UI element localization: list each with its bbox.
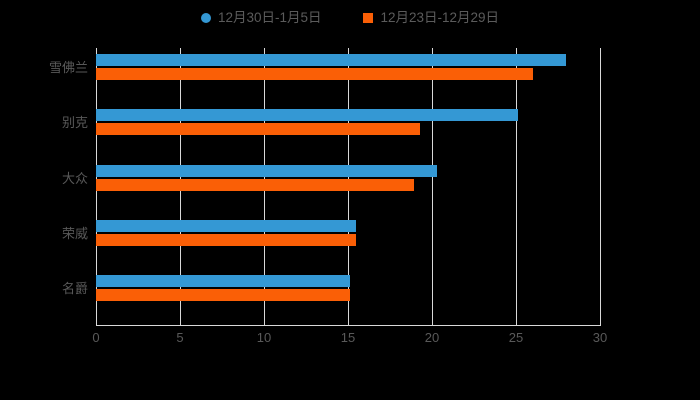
bar-荣威-series-2[interactable]	[96, 233, 357, 246]
bar-大众-series-1[interactable]	[96, 164, 438, 177]
x-axis-tick-10: 10	[256, 330, 272, 345]
x-axis-tick-30: 30	[592, 330, 608, 345]
gridline-x-30	[600, 48, 601, 325]
y-axis-label-荣威: 荣威	[61, 225, 88, 241]
x-axis-tick-15: 15	[340, 330, 356, 345]
legend-label-series-1: 12月30日-1月5日	[217, 10, 322, 26]
x-axis-tick-20: 20	[424, 330, 440, 345]
bar-名爵-series-2[interactable]	[96, 289, 350, 302]
bar-荣威-series-1[interactable]	[96, 219, 357, 232]
x-axis-tick-25: 25	[508, 330, 524, 345]
y-axis-label-大众: 大众	[61, 170, 88, 186]
plot-area	[96, 48, 601, 325]
bar-别克-series-1[interactable]	[96, 109, 518, 122]
bar-名爵-series-1[interactable]	[96, 275, 350, 288]
y-axis-category-labels: 雪佛兰别克大众荣威名爵	[0, 48, 88, 325]
bar-别克-series-2[interactable]	[96, 123, 421, 136]
y-axis-label-雪佛兰: 雪佛兰	[48, 59, 88, 75]
bar-大众-series-2[interactable]	[96, 178, 414, 191]
x-axis-line	[96, 325, 601, 326]
chart-legend: 12月30日-1月5日 12月23日-12月29日	[0, 6, 700, 30]
y-axis-label-别克: 别克	[61, 115, 88, 131]
legend-square-marker-icon	[363, 13, 374, 23]
x-axis-tick-5: 5	[176, 330, 184, 345]
x-axis-tick-labels: 0 5 10 15 20 25 30	[92, 330, 607, 351]
y-axis-label-名爵: 名爵	[61, 281, 88, 297]
legend-circle-marker-icon	[200, 13, 211, 23]
legend-item-series-2[interactable]: 12月23日-12月29日	[363, 11, 499, 25]
gridline-x-25	[516, 48, 517, 325]
bar-雪佛兰-series-1[interactable]	[96, 53, 567, 66]
legend-label-series-2: 12月23日-12月29日	[380, 10, 500, 26]
x-axis-tick-0: 0	[92, 330, 100, 345]
legend-item-series-1[interactable]: 12月30日-1月5日	[200, 10, 322, 26]
gridline-x-20	[432, 48, 433, 325]
bar-雪佛兰-series-2[interactable]	[96, 67, 533, 80]
